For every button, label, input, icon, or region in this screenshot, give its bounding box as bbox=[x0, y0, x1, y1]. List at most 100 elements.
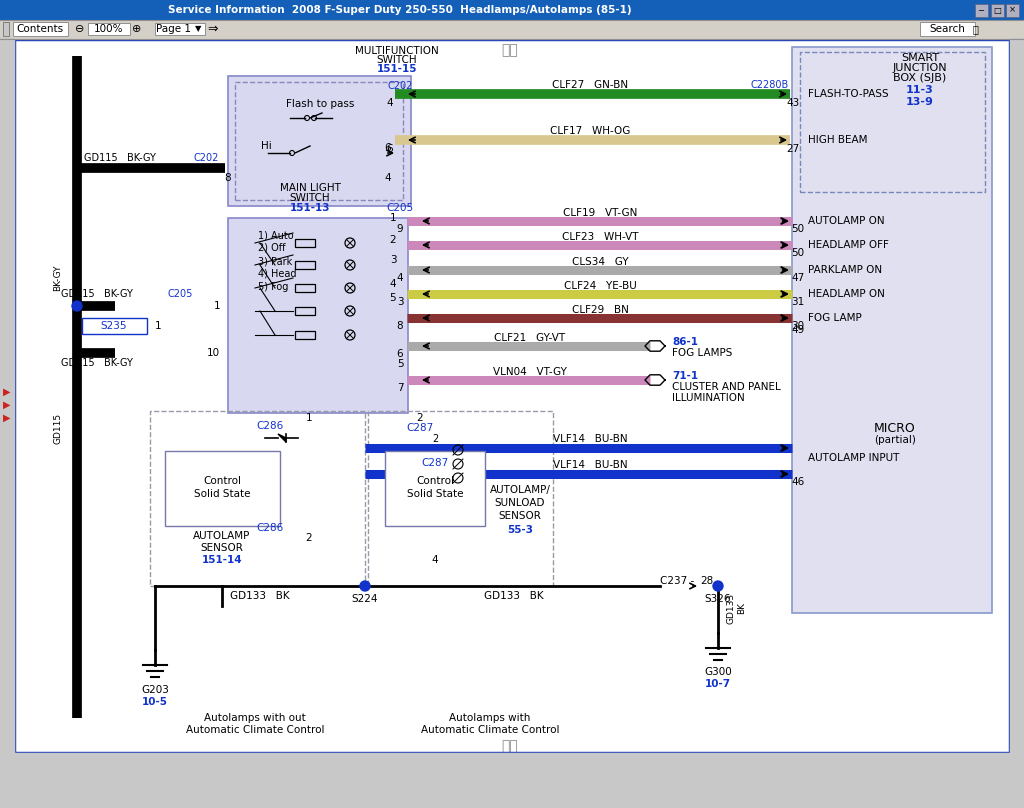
Text: 9: 9 bbox=[396, 224, 403, 234]
Text: 1: 1 bbox=[306, 413, 312, 423]
Text: 151-14: 151-14 bbox=[202, 555, 243, 565]
Bar bbox=[3, 22, 9, 36]
Bar bbox=[975, 4, 988, 17]
Text: 31: 31 bbox=[792, 297, 805, 307]
Text: CLF29   BN: CLF29 BN bbox=[571, 305, 629, 315]
Text: BK-GY: BK-GY bbox=[53, 265, 62, 291]
Text: 2: 2 bbox=[417, 413, 423, 423]
Bar bbox=[920, 22, 975, 36]
Text: 2: 2 bbox=[306, 533, 312, 543]
Text: 13-9: 13-9 bbox=[906, 97, 934, 107]
Text: 1: 1 bbox=[155, 321, 162, 331]
Bar bbox=[295, 284, 315, 292]
Bar bbox=[165, 451, 280, 526]
Text: SENSOR: SENSOR bbox=[499, 511, 542, 521]
Text: S326: S326 bbox=[705, 594, 731, 604]
Bar bbox=[385, 451, 485, 526]
Bar bbox=[0, 0, 1024, 19]
Bar bbox=[368, 411, 553, 586]
Text: CLF19   VT-GN: CLF19 VT-GN bbox=[563, 208, 637, 218]
Text: GD115: GD115 bbox=[53, 412, 62, 444]
Text: C287: C287 bbox=[421, 458, 449, 468]
Text: 2) Off: 2) Off bbox=[258, 243, 286, 253]
Text: Solid State: Solid State bbox=[194, 489, 250, 499]
Text: 🔍: 🔍 bbox=[972, 24, 978, 34]
Bar bbox=[295, 239, 315, 247]
Text: 8: 8 bbox=[224, 173, 231, 183]
Text: G203: G203 bbox=[141, 685, 169, 695]
Text: C205: C205 bbox=[386, 203, 414, 213]
Text: C237 -: C237 - bbox=[660, 576, 694, 586]
Text: ILLUMINATION: ILLUMINATION bbox=[672, 393, 744, 403]
Text: 2: 2 bbox=[390, 235, 396, 245]
Bar bbox=[792, 47, 992, 613]
Text: 10-7: 10-7 bbox=[705, 679, 731, 689]
Text: VLN04   VT-GY: VLN04 VT-GY bbox=[494, 367, 567, 377]
Bar bbox=[0, 19, 1024, 38]
Text: 49: 49 bbox=[792, 325, 805, 335]
Text: BOX (SJB): BOX (SJB) bbox=[893, 73, 946, 83]
Bar bbox=[155, 23, 205, 35]
Bar bbox=[991, 4, 1004, 17]
Text: (partial): (partial) bbox=[874, 435, 915, 445]
Text: 3: 3 bbox=[396, 297, 403, 307]
Text: CLUSTER AND PANEL: CLUSTER AND PANEL bbox=[672, 382, 780, 392]
Text: 43: 43 bbox=[786, 98, 800, 108]
Text: ⌒⌒: ⌒⌒ bbox=[502, 43, 518, 57]
Text: 5: 5 bbox=[396, 359, 403, 369]
Text: 4: 4 bbox=[387, 98, 393, 108]
Text: G300: G300 bbox=[705, 667, 732, 677]
Text: CLF21   GY-VT: CLF21 GY-VT bbox=[495, 333, 565, 343]
Bar bbox=[14, 39, 1010, 753]
Text: C202: C202 bbox=[388, 81, 414, 91]
Text: ⇒: ⇒ bbox=[208, 23, 218, 36]
Circle shape bbox=[713, 581, 723, 591]
Text: Automatic Climate Control: Automatic Climate Control bbox=[421, 725, 559, 735]
Circle shape bbox=[72, 301, 82, 311]
Text: ▶: ▶ bbox=[3, 387, 10, 397]
Text: Search: Search bbox=[929, 24, 965, 34]
Text: MAIN LIGHT: MAIN LIGHT bbox=[280, 183, 340, 193]
Text: FLASH-TO-PASS: FLASH-TO-PASS bbox=[808, 89, 889, 99]
Text: PARKLAMP ON: PARKLAMP ON bbox=[808, 265, 882, 275]
Text: 3) Park: 3) Park bbox=[258, 256, 292, 266]
Bar bbox=[800, 52, 985, 192]
Text: 30: 30 bbox=[792, 321, 805, 331]
Text: 46: 46 bbox=[792, 477, 805, 487]
Text: 7: 7 bbox=[396, 383, 403, 393]
Text: Control: Control bbox=[203, 476, 241, 486]
Text: Contents: Contents bbox=[16, 24, 63, 34]
Text: 71-1: 71-1 bbox=[672, 371, 698, 381]
Bar bbox=[0, 753, 1024, 808]
Bar bbox=[295, 261, 315, 269]
Text: 11-3: 11-3 bbox=[906, 85, 934, 95]
Text: MULTIFUNCTION: MULTIFUNCTION bbox=[355, 46, 439, 56]
Text: S224: S224 bbox=[352, 594, 378, 604]
Bar bbox=[14, 39, 1010, 753]
Text: GD133   BK: GD133 BK bbox=[230, 591, 290, 601]
Circle shape bbox=[360, 581, 370, 591]
Text: S235: S235 bbox=[100, 321, 127, 331]
Text: 1: 1 bbox=[390, 213, 396, 223]
Text: Automatic Climate Control: Automatic Climate Control bbox=[185, 725, 325, 735]
Text: 47: 47 bbox=[792, 273, 805, 283]
Text: JUNCTION: JUNCTION bbox=[893, 63, 947, 73]
Text: SENSOR: SENSOR bbox=[201, 543, 244, 553]
Text: Page 1: Page 1 bbox=[156, 24, 190, 34]
Text: AUTOLAMP/: AUTOLAMP/ bbox=[489, 485, 551, 495]
Text: 1) Auto: 1) Auto bbox=[258, 230, 294, 240]
Bar bbox=[295, 307, 315, 315]
Text: ⊕: ⊕ bbox=[132, 24, 141, 34]
Bar bbox=[295, 331, 315, 339]
Text: 50: 50 bbox=[792, 224, 805, 234]
Text: ⊖: ⊖ bbox=[76, 24, 85, 34]
Text: FOG LAMPS: FOG LAMPS bbox=[672, 348, 732, 358]
Text: GD115   BK-GY: GD115 BK-GY bbox=[84, 153, 156, 163]
Text: 4: 4 bbox=[396, 273, 403, 283]
Text: 10-5: 10-5 bbox=[142, 697, 168, 707]
Text: Autolamps with: Autolamps with bbox=[450, 713, 530, 723]
Text: VLF14   BU-BN: VLF14 BU-BN bbox=[553, 460, 628, 470]
Text: 4) Head: 4) Head bbox=[258, 269, 297, 279]
Text: Flash to pass: Flash to pass bbox=[286, 99, 354, 109]
Text: CLF23   WH-VT: CLF23 WH-VT bbox=[562, 232, 638, 242]
